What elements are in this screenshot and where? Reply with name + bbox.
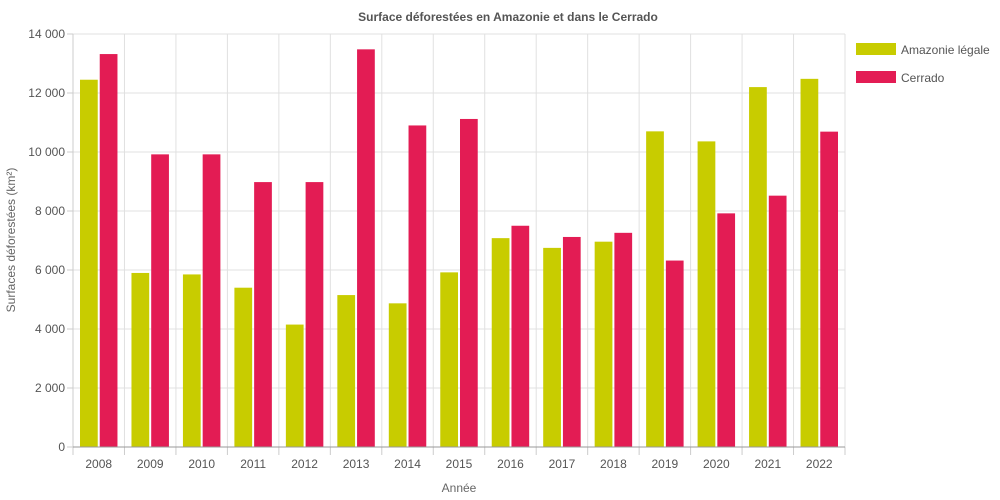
bar-cerrado-2019[interactable]	[665, 260, 684, 447]
bar-amazonie-2021[interactable]	[749, 87, 767, 447]
bar-cerrado-2010[interactable]	[202, 154, 221, 448]
y-tick-label: 10 000	[28, 145, 65, 159]
bar-cerrado-2011[interactable]	[254, 182, 272, 447]
bar-cerrado-2008[interactable]	[99, 54, 118, 448]
bar-amazonie-2014[interactable]	[388, 303, 407, 447]
bar-amazonie-2022[interactable]	[800, 78, 819, 447]
legend: Amazonie légale Cerrado	[856, 43, 990, 85]
x-tick-label: 2016	[497, 457, 524, 471]
x-tick-label: 2020	[703, 457, 730, 471]
bar-amazonie-2012[interactable]	[285, 324, 304, 447]
bar-cerrado-2018[interactable]	[614, 232, 633, 447]
bar-amazonie-2020[interactable]	[697, 141, 716, 447]
bar-cerrado-2014[interactable]	[408, 125, 427, 447]
bar-amazonie-2013[interactable]	[337, 295, 356, 447]
x-tick-label: 2014	[394, 457, 421, 471]
bar-amazonie-2016[interactable]	[491, 238, 510, 447]
x-tick-label: 2010	[188, 457, 215, 471]
bar-cerrado-2015[interactable]	[460, 118, 478, 448]
bar-cerrado-2009[interactable]	[151, 154, 169, 448]
bar-cerrado-2020[interactable]	[717, 213, 736, 447]
bar-cerrado-2021[interactable]	[768, 195, 787, 447]
bar-amazonie-2015[interactable]	[440, 272, 458, 447]
bar-amazonie-2009[interactable]	[131, 272, 150, 447]
legend-item-cerrado[interactable]: Cerrado	[856, 71, 945, 85]
bar-amazonie-2018[interactable]	[594, 241, 613, 447]
legend-label: Amazonie légale	[901, 43, 990, 57]
y-tick-label: 4 000	[35, 322, 65, 336]
bar-amazonie-2017[interactable]	[543, 247, 561, 447]
legend-item-amazonie[interactable]: Amazonie légale	[856, 43, 990, 57]
legend-label: Cerrado	[901, 71, 945, 85]
y-tick-label: 14 000	[28, 27, 65, 41]
x-tick-label: 2011	[240, 457, 266, 471]
x-tick-label: 2019	[652, 457, 679, 471]
grid	[72, 33, 846, 448]
legend-swatch	[856, 43, 896, 55]
axes: 0 2 000 4 000 6 000 8 000 10 000 12 000 14 000 2…	[28, 27, 846, 471]
x-tick-label: 2008	[85, 457, 112, 471]
bar-cerrado-2012[interactable]	[305, 182, 324, 447]
y-tick-label: 8 000	[35, 204, 65, 218]
bar-cerrado-2013[interactable]	[357, 49, 375, 448]
chart-title: Surface déforestées en Amazonie et dans …	[358, 10, 658, 24]
y-tick-label: 12 000	[28, 86, 65, 100]
bar-cerrado-2022[interactable]	[820, 131, 838, 447]
bar-amazonie-2019[interactable]	[646, 131, 664, 447]
x-axis-label: Année	[442, 481, 477, 495]
x-tick-label: 2009	[137, 457, 164, 471]
x-tick-label: 2012	[291, 457, 318, 471]
bars	[80, 49, 838, 448]
x-tick-label: 2015	[446, 457, 473, 471]
x-tick-label: 2018	[600, 457, 627, 471]
y-tick-label: 2 000	[35, 381, 65, 395]
y-tick-label: 6 000	[35, 263, 65, 277]
bar-amazonie-2011[interactable]	[234, 287, 253, 447]
x-tick-label: 2022	[806, 457, 833, 471]
bar-amazonie-2010[interactable]	[182, 274, 201, 447]
x-tick-label: 2021	[754, 457, 781, 471]
bar-amazonie-2008[interactable]	[80, 79, 98, 447]
y-tick-label: 0	[58, 440, 65, 454]
x-tick-label: 2013	[343, 457, 370, 471]
bar-cerrado-2016[interactable]	[511, 225, 530, 447]
y-axis-label: Surfaces déforestées (km²)	[4, 168, 18, 313]
bar-cerrado-2017[interactable]	[562, 236, 581, 447]
x-tick-label: 2017	[549, 457, 576, 471]
legend-swatch	[856, 71, 896, 83]
